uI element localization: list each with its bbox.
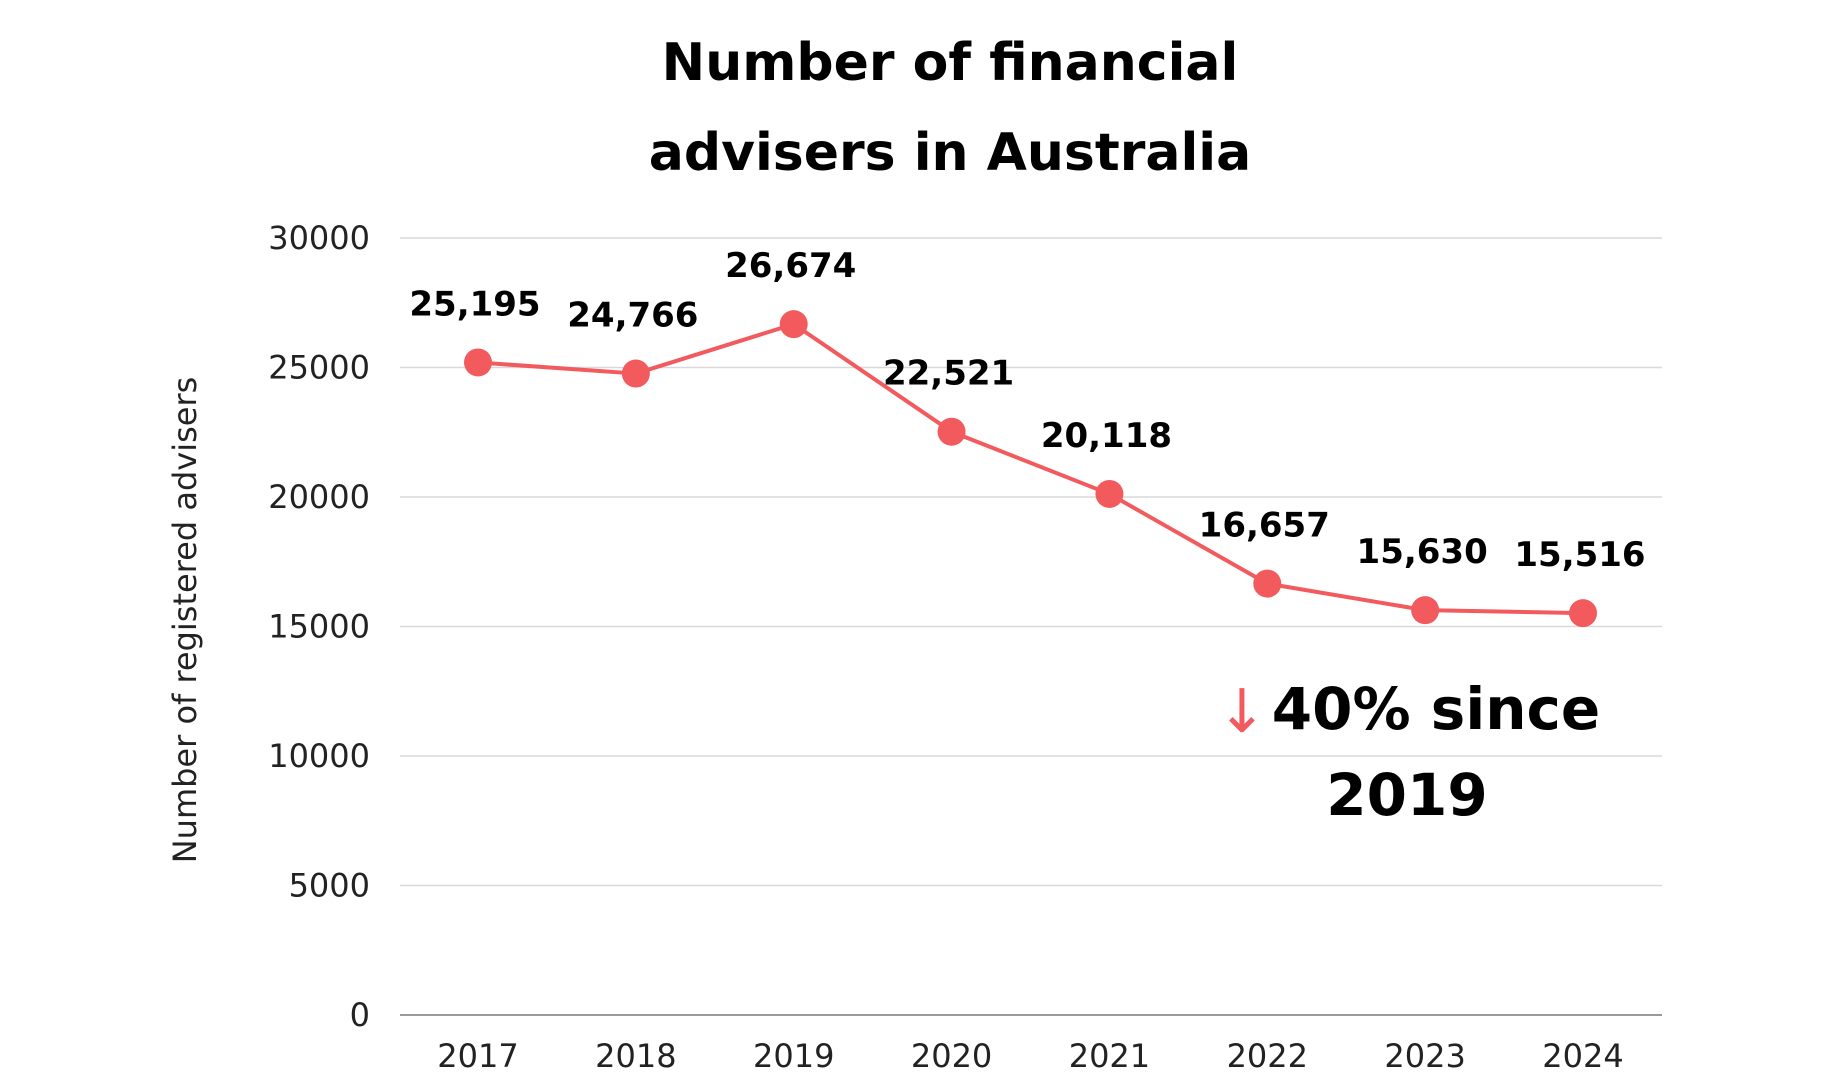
data-point [1253, 569, 1282, 598]
annotation-line-1: 40% since [1272, 675, 1600, 743]
x-tick-label: 2018 [595, 1037, 676, 1075]
x-axis-ticks: 2017 2018 2019 2020 2021 2022 2023 2024 [437, 1037, 1623, 1075]
series-line-group [476, 322, 1585, 616]
x-tick-label: 2021 [1069, 1037, 1150, 1075]
annotation: ↓ 40% since 2019 [1217, 675, 1600, 829]
chart-title-line-1: Number of financial [662, 33, 1239, 93]
data-label: 24,766 [567, 296, 698, 336]
series-line [476, 322, 1585, 616]
down-arrow-icon: ↓ [1217, 677, 1267, 747]
y-tick-label: 20000 [268, 478, 370, 516]
chart-title: Number of financial advisers in Australi… [649, 33, 1251, 183]
y-tick-label: 0 [350, 996, 370, 1034]
x-tick-label: 2019 [753, 1037, 834, 1075]
data-point [779, 310, 808, 339]
data-point [1411, 596, 1440, 625]
gridlines [400, 237, 1662, 1016]
data-label: 25,195 [409, 284, 540, 324]
data-point [464, 348, 492, 377]
series-points [464, 310, 1597, 628]
data-label: 22,521 [883, 354, 1014, 394]
x-tick-label: 2020 [911, 1037, 992, 1075]
y-tick-label: 25000 [268, 349, 370, 387]
y-tick-label: 10000 [268, 737, 370, 775]
data-label: 15,630 [1357, 532, 1488, 572]
data-label: 16,657 [1199, 506, 1330, 546]
annotation-line-2: 2019 [1326, 761, 1487, 829]
data-label: 15,516 [1514, 535, 1645, 575]
x-tick-label: 2023 [1384, 1037, 1465, 1075]
data-labels: 25,195 24,766 26,674 22,521 20,118 16,657 15,6… [409, 246, 1645, 575]
x-tick-label: 2017 [437, 1037, 518, 1075]
x-tick-label: 2024 [1542, 1037, 1623, 1075]
data-point [1095, 479, 1124, 508]
y-tick-label: 5000 [289, 867, 370, 905]
data-point [1569, 599, 1597, 628]
y-tick-label: 30000 [268, 219, 370, 257]
data-point [621, 359, 650, 388]
y-axis-title: Number of registered advisers [166, 377, 204, 864]
y-axis-ticks: 0 5000 10000 15000 20000 25000 30000 [268, 219, 370, 1034]
data-label: 26,674 [725, 246, 856, 286]
y-tick-label: 15000 [268, 608, 370, 646]
data-point [937, 417, 966, 446]
x-tick-label: 2022 [1227, 1037, 1308, 1075]
data-label: 20,118 [1041, 416, 1172, 456]
chart-title-line-2: advisers in Australia [649, 123, 1251, 183]
